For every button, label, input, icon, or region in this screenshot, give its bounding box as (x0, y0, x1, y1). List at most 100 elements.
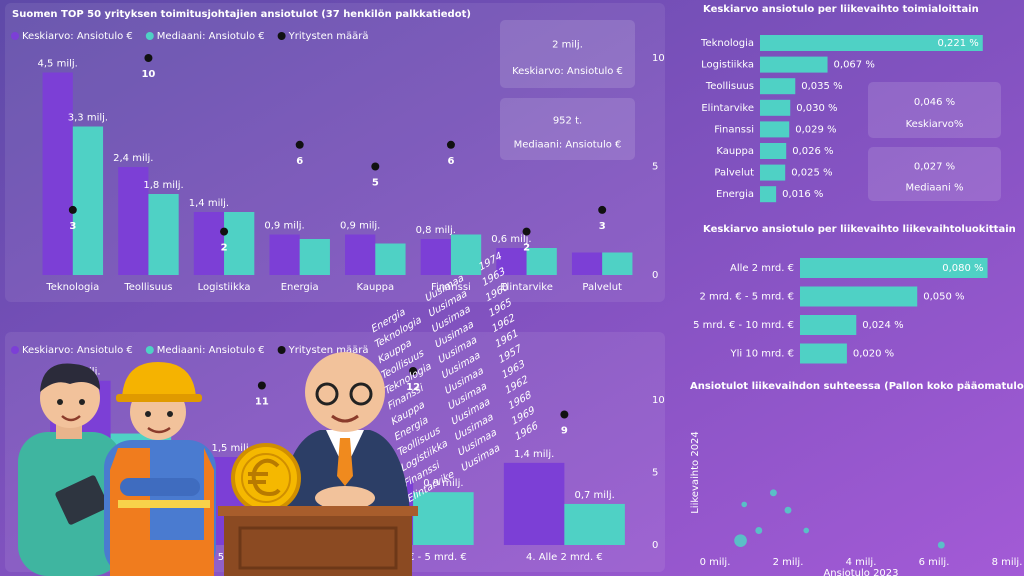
x-tick-label: Palvelut (582, 282, 622, 293)
x-tick-label: 4. Alle 2 mrd. € (526, 552, 603, 563)
bubble (734, 534, 747, 547)
coin-rim (241, 453, 291, 503)
value-label: 3,3 milj. (68, 113, 108, 124)
kpi-card (500, 20, 635, 88)
count-label: 6 (296, 156, 303, 167)
bar (602, 252, 633, 275)
tie (337, 438, 353, 486)
count-dot (522, 227, 531, 236)
bar (760, 143, 787, 159)
count-dot (371, 162, 380, 171)
bubble (784, 506, 792, 514)
value-label: 1,4 milj. (514, 449, 554, 460)
value-label: 0,9 milj. (423, 478, 463, 489)
legend-marker (277, 32, 286, 40)
value-label: 0,221 % (937, 38, 978, 49)
kpi-card (868, 82, 1001, 138)
y-tick-label: Palvelut (714, 168, 754, 179)
value-label: 0,080 % (942, 263, 983, 274)
count-label: 10 (141, 69, 155, 80)
mouth (331, 414, 359, 423)
bubble (755, 527, 763, 534)
y-tick-label: Teknologia (700, 38, 754, 49)
kpi-card (500, 98, 635, 160)
kpi-label: Keskiarvo: Ansiotulo € (512, 66, 623, 77)
chart-title: Keskiarvo ansiotulo per liikevaihto liik… (703, 224, 1016, 235)
value-label: 0,6 milj. (491, 234, 531, 245)
bar (42, 72, 73, 275)
bar (118, 167, 149, 275)
kpi-label: Mediaani % (906, 183, 964, 194)
bar (375, 243, 406, 275)
count-dot (68, 205, 77, 214)
count-label: 3 (599, 221, 606, 232)
y-tick-label: Logistiikka (701, 60, 754, 71)
desk-panel (238, 526, 398, 570)
bar (760, 164, 786, 181)
bubble (741, 501, 748, 508)
y-tick-label: Energia (716, 189, 754, 200)
x-tick-label: Energia (281, 282, 319, 293)
bar (800, 258, 988, 278)
value-label: 1,5 milj. (211, 443, 251, 454)
eye (57, 399, 63, 405)
value-label: 1,4 milj. (189, 198, 229, 209)
eye (167, 411, 173, 417)
value-label: 0,8 milj. (416, 225, 456, 236)
chart-title: Ansiotulot liikevaihdon suhteessa (Pallo… (690, 381, 1024, 392)
value-label: 0,029 % (795, 124, 836, 135)
value-label: 0,025 % (791, 168, 832, 179)
value-label: 0,024 % (862, 320, 903, 331)
bar (571, 252, 603, 275)
legend-label: Yritysten määrä (288, 345, 369, 356)
bar (760, 56, 828, 73)
euro-symbol (248, 458, 281, 497)
y2-tick-label: 0 (652, 540, 658, 551)
legend-label: Keskiarvo: Ansiotulo € (22, 345, 133, 356)
glasses (315, 382, 339, 406)
legend-marker (277, 346, 286, 354)
legend-label: Yritysten määrä (288, 31, 369, 42)
bubble (937, 541, 945, 549)
y-tick-label: Kauppa (716, 146, 754, 157)
bar (760, 99, 791, 116)
mouth (61, 415, 81, 422)
bar (420, 239, 451, 275)
count-dot (295, 140, 304, 149)
value-label: 0,050 % (923, 292, 964, 303)
value-label: 0,030 % (796, 103, 837, 114)
value-label: 0,9 milj. (340, 221, 380, 232)
value-label: 0,020 % (853, 349, 894, 360)
kpi-card (868, 147, 1001, 201)
legend-marker (11, 346, 19, 354)
value-label: 2,4 milj. (113, 153, 153, 164)
x-tick-label: 3. 2 mrd. € - 5 mrd. € (359, 552, 466, 563)
y2-tick-label: 10 (652, 53, 665, 64)
y2-tick-label: 5 (652, 468, 658, 479)
kpi-value: 952 t. (553, 115, 582, 126)
count-label: 6 (447, 156, 454, 167)
bar (760, 35, 983, 51)
legend-marker (11, 32, 19, 40)
crossed-arms (120, 478, 200, 496)
eye (79, 399, 85, 405)
bar (564, 503, 625, 545)
x-tick-label: Logistiikka (198, 282, 251, 293)
bar (496, 248, 527, 275)
x-tick-label: Teollisuus (123, 282, 172, 293)
bar (72, 126, 104, 275)
count-dot (598, 205, 607, 214)
x-tick-label: 6 milj. (919, 557, 950, 568)
bar (299, 239, 330, 275)
kpi-label: Mediaani: Ansiotulo € (514, 140, 622, 151)
count-label: 5 (372, 178, 379, 189)
y-tick-label: Teollisuus (705, 81, 754, 92)
bar (345, 234, 376, 275)
value-label: 4,5 milj. (38, 59, 78, 70)
count-label: 12 (406, 382, 420, 393)
x-tick-label: Kauppa (356, 282, 394, 293)
kpi-value: 2 milj. (552, 39, 583, 50)
legend-label: Keskiarvo: Ansiotulo € (22, 31, 133, 42)
count-dot (409, 367, 418, 375)
count-label: 11 (255, 397, 269, 408)
